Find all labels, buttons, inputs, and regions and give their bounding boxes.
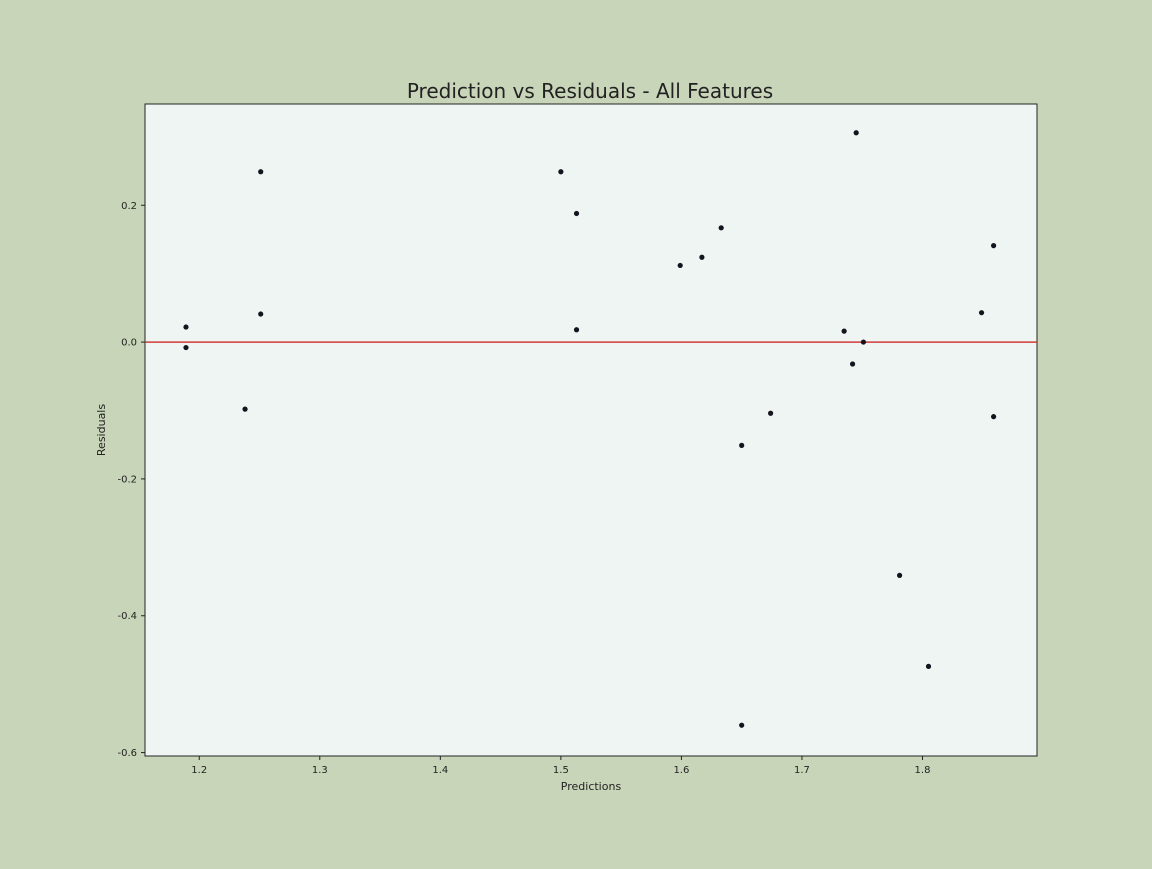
y-tick-label: 0.0	[121, 338, 137, 349]
data-point	[258, 169, 264, 175]
data-point	[991, 243, 997, 249]
y-axis-ticks: 0.2 0.0 -0.2 -0.4 -0.6	[117, 201, 145, 759]
plot-area	[144, 103, 1038, 757]
x-tick-label: 1.2	[191, 765, 207, 776]
x-tick-label: 1.8	[915, 765, 931, 776]
x-tick-label: 1.5	[553, 765, 569, 776]
data-point	[258, 311, 264, 317]
data-point	[699, 254, 705, 260]
y-tick-label: 0.2	[121, 201, 137, 212]
data-point	[991, 414, 997, 420]
x-tick-label: 1.3	[312, 765, 328, 776]
data-point	[718, 225, 724, 231]
x-tick-label: 1.7	[794, 765, 810, 776]
data-point	[841, 328, 847, 334]
data-point	[739, 722, 745, 728]
chart-title: Prediction vs Residuals - All Features	[407, 79, 773, 103]
data-point	[896, 572, 903, 578]
data-point	[677, 262, 683, 269]
data-point	[978, 310, 985, 316]
data-point	[925, 663, 932, 669]
data-point	[558, 169, 564, 175]
y-tick-label: -0.4	[117, 611, 137, 622]
data-point	[573, 210, 580, 217]
data-point	[242, 406, 248, 412]
y-tick-label: -0.2	[117, 474, 137, 485]
data-points	[183, 130, 997, 728]
data-point	[573, 327, 580, 333]
data-point	[768, 410, 774, 416]
x-axis-label: Predictions	[561, 780, 622, 793]
data-point	[849, 361, 856, 367]
data-point	[853, 130, 859, 136]
x-tick-label: 1.6	[673, 765, 689, 776]
y-tick-label: -0.6	[117, 748, 137, 759]
data-point	[860, 339, 867, 345]
x-tick-label: 1.4	[432, 765, 448, 776]
data-point	[183, 344, 189, 351]
x-axis-ticks: 1.2 1.3 1.4 1.5 1.6 1.7 1.8	[191, 756, 930, 776]
data-point	[183, 324, 189, 330]
data-point	[739, 442, 745, 448]
y-axis-label: Residuals	[95, 404, 108, 456]
